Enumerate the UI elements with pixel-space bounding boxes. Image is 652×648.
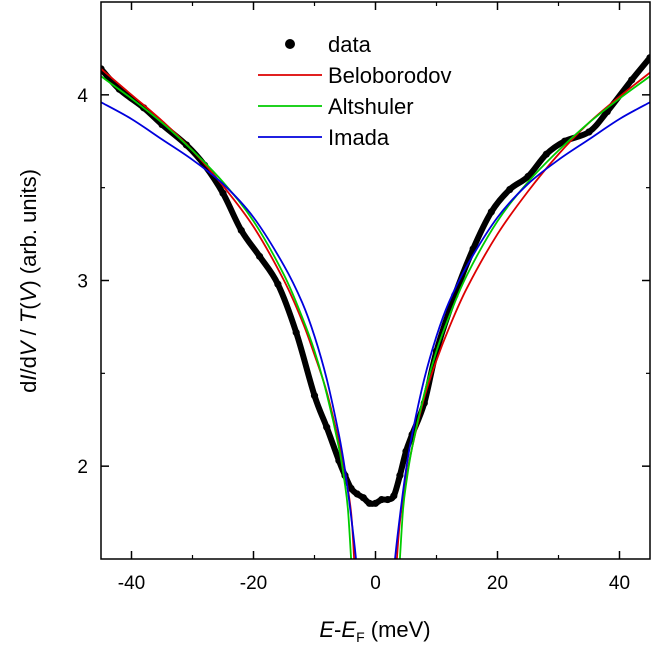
data-point (378, 495, 386, 504)
data-point (396, 471, 404, 480)
plot-curves (101, 54, 650, 559)
y-tick-label: 3 (77, 272, 88, 293)
legend-label-beloborodov: Beloborodov (328, 63, 452, 88)
series-altshuler-line (399, 75, 650, 559)
series-imada-line (101, 101, 357, 559)
data-point (506, 185, 514, 194)
data-point (292, 328, 300, 337)
x-tick-label: 20 (487, 573, 508, 594)
x-axis-title: E-EF (meV) (319, 617, 430, 645)
legend: data Beloborodov Altshuler Imada (258, 32, 452, 150)
data-point (542, 150, 550, 158)
series-beloborodov-line (395, 71, 650, 559)
axis-ticks: -40 -20 0 20 40 2 3 4 (77, 2, 650, 594)
data-point (365, 499, 373, 507)
data-point (390, 492, 398, 500)
x-tick-label: -40 (118, 573, 145, 594)
legend-label-imada: Imada (328, 125, 390, 150)
data-point (347, 484, 355, 493)
data-point (524, 172, 532, 181)
data-point (323, 423, 331, 431)
data-point (487, 208, 495, 216)
x-tick-label: 40 (609, 573, 630, 594)
data-point (256, 252, 264, 260)
legend-label-altshuler: Altshuler (328, 94, 414, 119)
data-point (359, 494, 367, 502)
x-tick-label: 0 (370, 573, 381, 594)
data-point (310, 392, 319, 400)
series-beloborodov-line (101, 68, 356, 559)
legend-label-data: data (328, 32, 372, 57)
y-axis-title: dI/dV / T(V) (arb. units) (16, 169, 41, 393)
data-point (384, 495, 392, 504)
data-point (237, 226, 245, 234)
data-point (219, 189, 227, 197)
data-point (353, 490, 361, 498)
data-point (628, 76, 636, 84)
series-imada-line (394, 101, 650, 559)
data-point (371, 499, 380, 507)
series-altshuler-line (101, 75, 352, 559)
data-point (646, 54, 650, 62)
x-tick-label: -20 (240, 573, 267, 594)
data-point (585, 128, 593, 136)
y-tick-label: 2 (77, 457, 88, 478)
y-tick-label: 4 (77, 86, 88, 107)
data-point (274, 280, 282, 288)
legend-marker-data (285, 39, 295, 49)
